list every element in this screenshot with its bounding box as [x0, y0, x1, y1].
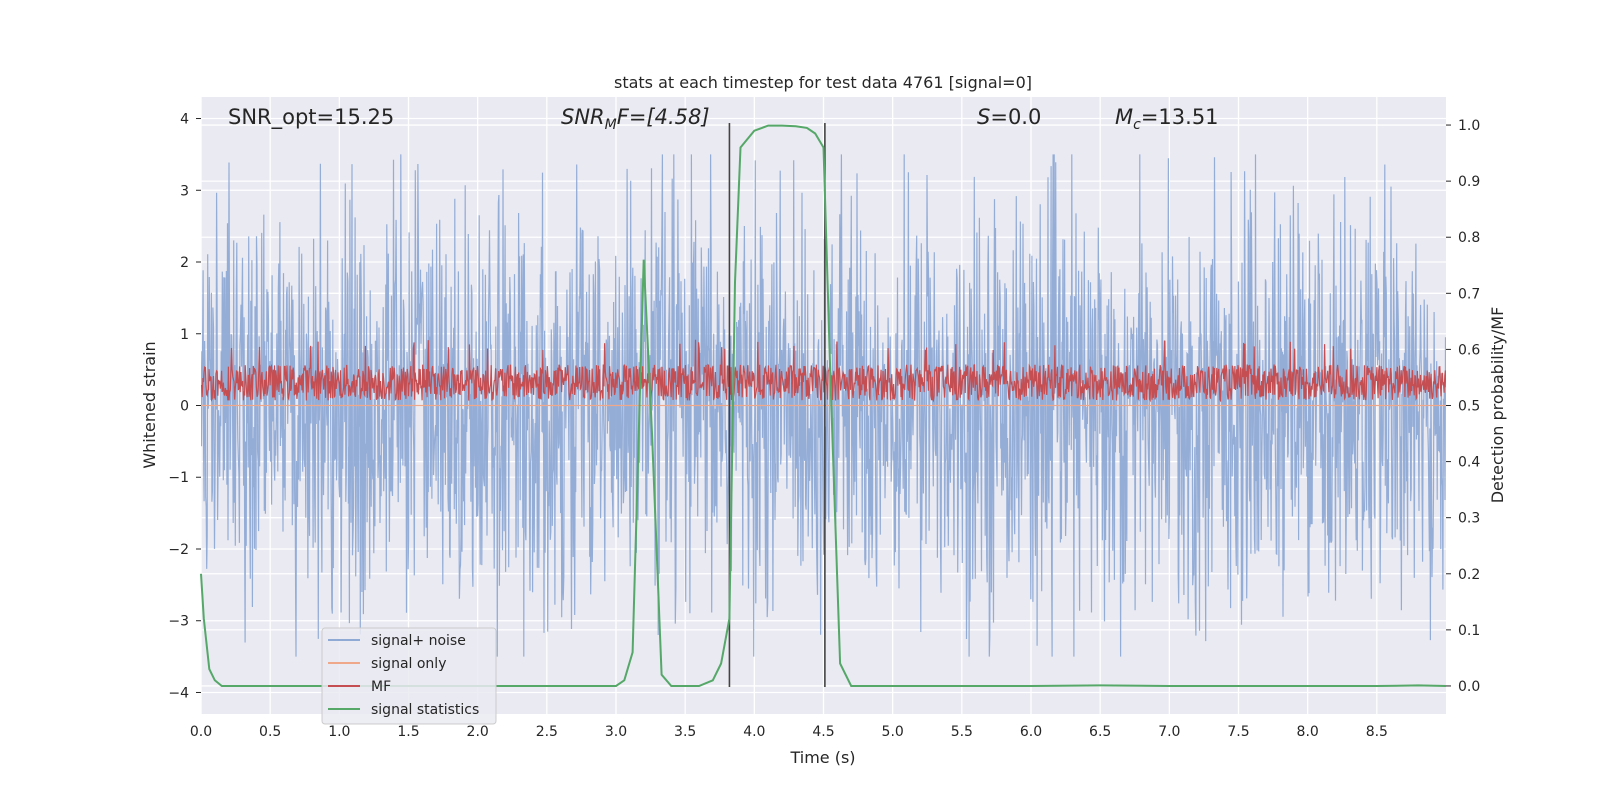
legend-label-signal-noise: signal+ noise: [371, 633, 466, 649]
annotation-s-rest: =0.0: [990, 105, 1041, 129]
x-tick-label: 7.5: [1227, 724, 1249, 740]
x-tick-label: 7.0: [1158, 724, 1180, 740]
legend-label-signal-only: signal only: [371, 656, 446, 672]
x-tick-label: 1.0: [328, 724, 350, 740]
x-tick-label: 4.0: [743, 724, 765, 740]
annotation-snr-mf-sub: M: [605, 117, 617, 133]
x-axis-label: Time (s): [789, 748, 855, 767]
series-mf: [201, 339, 1446, 403]
x-tick-label: 3.5: [674, 724, 696, 740]
x-tick-label: 2.5: [536, 724, 558, 740]
y2-tick-label: 0.0: [1458, 679, 1480, 695]
y2-tick-label: 0.4: [1458, 455, 1480, 471]
annotation-mc-main: M: [1115, 105, 1133, 129]
annotation-snr-opt: SNR_opt=15.25: [228, 105, 394, 130]
annotation-mc-rest: =13.51: [1141, 105, 1219, 129]
y-tick-label: 1: [180, 327, 189, 343]
y2-tick-label: 0.3: [1458, 511, 1480, 527]
x-tick-label: 2.0: [467, 724, 489, 740]
y-tick-label: −2: [168, 542, 189, 558]
x-tick-label: 8.5: [1366, 724, 1388, 740]
y-tick-label: 0: [180, 399, 189, 415]
x-tick-label: 5.0: [882, 724, 904, 740]
x-tick-label: 6.0: [1020, 724, 1042, 740]
legend: signal+ noise signal only MF signal stat…: [321, 627, 497, 725]
annotation-snr-mf-rest: F=[4.58]: [617, 105, 710, 129]
y-tick-label: 4: [180, 112, 189, 128]
y2-tick-label: 0.1: [1458, 623, 1480, 639]
annotation-snr-mf: SNRMF=[4.58]: [561, 105, 710, 133]
y2-axis-label: Detection probability/MF: [1488, 307, 1507, 504]
x-tick-label: 6.5: [1089, 724, 1111, 740]
x-tick-label: 0.0: [190, 724, 212, 740]
y-tick-label: 3: [180, 183, 189, 199]
y2-tick-label: 0.7: [1458, 286, 1480, 302]
y2-tick-label: 0.6: [1458, 342, 1480, 358]
x-tick-label: 0.5: [259, 724, 281, 740]
y2-tick-label: 0.5: [1458, 399, 1480, 415]
legend-label-signal-statistics: signal statistics: [371, 702, 479, 718]
x-tick-label: 8.0: [1297, 724, 1319, 740]
y-tick-label: −1: [168, 470, 189, 486]
annotation-snr-mf-main: SNR: [561, 105, 605, 129]
y-tick-label: 2: [180, 255, 189, 271]
legend-box: [321, 627, 497, 725]
x-tick-label: 3.0: [605, 724, 627, 740]
vertical-markers: [200, 123, 1447, 687]
annotation-mc: Mc=13.51: [1115, 105, 1219, 133]
y2-tick-label: 0.8: [1458, 230, 1480, 246]
chart-title: stats at each timestep for test data 476…: [614, 73, 1032, 92]
legend-label-mf: MF: [371, 679, 391, 695]
tick-labels: 0.0 0.5 1.0 1.5 2.0 2.5 3.0 3.5 4.0 4.5 5.0 5.5 6.0 6…: [168, 112, 1480, 740]
y2-tick-label: 0.9: [1458, 174, 1480, 190]
x-tick-label: 1.5: [397, 724, 419, 740]
annotation-s-main: S: [977, 105, 990, 129]
x-tick-label: 4.5: [812, 724, 834, 740]
y-tick-label: −3: [168, 614, 189, 630]
data-layer: [201, 154, 1446, 657]
x-tick-label: 5.5: [951, 724, 973, 740]
y2-tick-label: 1.0: [1458, 118, 1480, 134]
series-signal-noise: [201, 154, 1446, 657]
annotation-s: S=0.0: [977, 105, 1041, 129]
annotation-mc-sub: c: [1133, 117, 1141, 133]
y-axis-label: Whitened strain: [140, 341, 159, 468]
y2-tick-label: 0.2: [1458, 567, 1480, 583]
y-tick-label: −4: [168, 685, 189, 701]
series-signal-statistics: [200, 124, 1447, 687]
